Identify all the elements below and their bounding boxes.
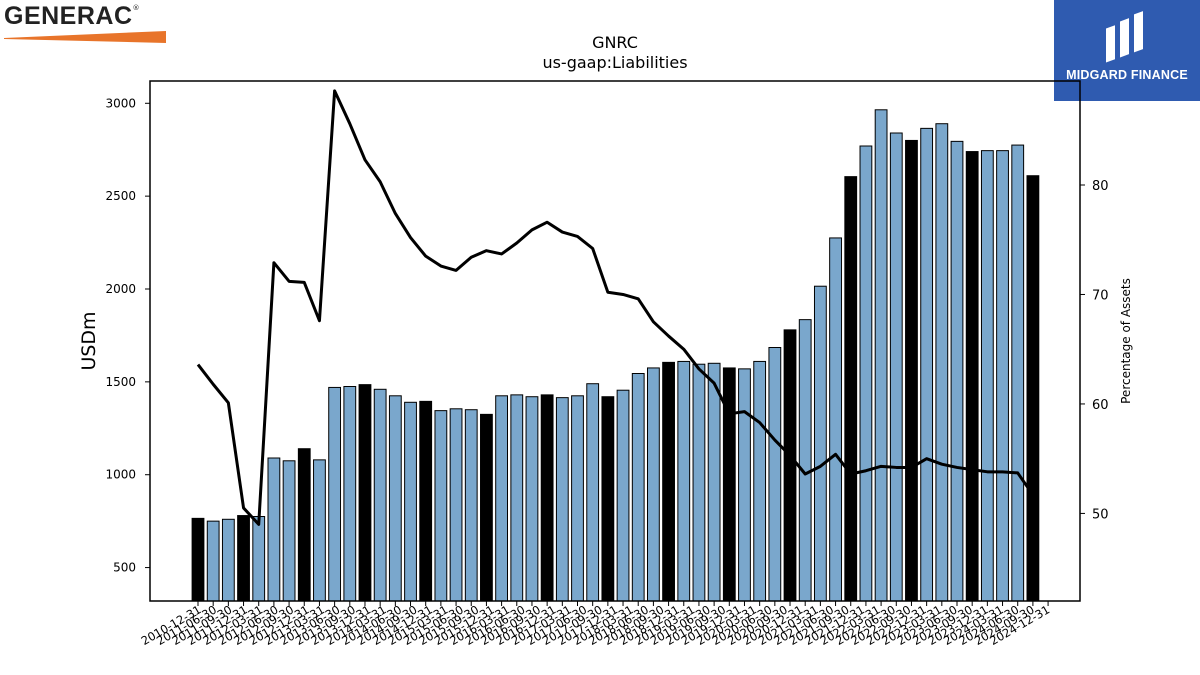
y-tick-label-2000: 2000 (105, 282, 136, 296)
bar-2017-09-30 (601, 396, 615, 602)
bar-2021-12-31 (859, 145, 873, 602)
bar-2012-03-31 (267, 457, 281, 602)
bar-2016-03-31 (510, 394, 524, 602)
bar-2013-09-30 (358, 384, 372, 602)
y2-tick-label-70: 70 (1092, 288, 1109, 303)
bar-2014-09-30 (419, 400, 433, 602)
chart-title: GNRC (592, 33, 638, 52)
bar-2018-03-31 (631, 373, 645, 602)
bar-2017-03-31 (571, 395, 584, 602)
bar-2011-12-31 (252, 516, 266, 602)
bar-2017-12-31 (616, 389, 630, 602)
bar-2012-12-31 (313, 459, 326, 602)
bar-2021-09-30 (844, 176, 858, 602)
bar-2021-06-30 (829, 237, 842, 602)
bar-2020-12-31 (798, 319, 812, 602)
bar-2016-12-31 (555, 397, 569, 602)
bar-2023-09-30 (965, 151, 979, 602)
bar-2023-06-30 (950, 140, 964, 602)
plot-frame (149, 80, 1081, 602)
bar-2014-03-31 (388, 395, 402, 602)
percentage-of-assets-line (196, 89, 1035, 526)
bar-2023-03-31 (935, 123, 949, 602)
bar-2022-03-31 (874, 109, 888, 602)
bar-2012-06-30 (282, 460, 296, 602)
bar-2014-06-30 (404, 401, 417, 602)
bar-2016-09-30 (540, 394, 554, 602)
y2-tick-label-80: 80 (1092, 179, 1109, 194)
chart-subtitle: us-gaap:Liabilities (542, 53, 687, 72)
line-series (196, 89, 1035, 526)
bar-2013-03-31 (328, 386, 342, 602)
y2-tick-label-50: 50 (1092, 507, 1109, 522)
bar-2013-12-31 (373, 388, 387, 602)
bar-2019-06-30 (707, 362, 721, 602)
bar-2015-03-31 (449, 408, 463, 602)
bar-2011-06-30 (221, 518, 235, 602)
bar-2011-03-31 (206, 520, 220, 602)
bar-2024-09-30 (1026, 175, 1040, 602)
bar-2015-12-31 (495, 395, 509, 602)
bar-2012-09-30 (297, 448, 311, 602)
bar-2019-03-31 (692, 363, 706, 602)
bar-2023-12-31 (980, 150, 994, 602)
y2-axis-label: Percentage of Assets (1119, 278, 1133, 404)
bar-2022-09-30 (905, 139, 918, 602)
bar-2018-09-30 (662, 361, 675, 602)
bar-2013-06-30 (343, 386, 357, 602)
y-tick-label-2500: 2500 (105, 189, 136, 203)
bar-2018-06-30 (647, 367, 660, 602)
bar-2021-03-31 (813, 285, 827, 602)
bar-2020-09-30 (783, 329, 797, 602)
bar-2016-06-30 (525, 396, 539, 602)
midgard-finance-logo-text: MIDGARD FINANCE (1066, 68, 1188, 82)
bar-2014-12-31 (434, 410, 448, 602)
bar-2020-03-31 (753, 360, 767, 602)
bar-series (191, 109, 1040, 602)
midgard-m-mark-icon (1106, 11, 1143, 63)
generac-logo: GENERAC® (4, 4, 174, 44)
bar-2011-09-30 (237, 515, 250, 602)
bar-2010-12-31 (191, 517, 205, 602)
bar-2024-06-30 (1011, 144, 1025, 602)
bar-2022-12-31 (920, 127, 934, 602)
y-axis-label: USDm (78, 311, 100, 370)
bar-2015-09-30 (480, 413, 493, 602)
y-tick-label-1500: 1500 (105, 375, 136, 389)
bar-2022-06-30 (889, 132, 903, 602)
axes: 50010001500200025003000506070802010-12-3… (105, 80, 1109, 648)
bar-2019-12-31 (738, 368, 751, 602)
bar-2024-03-31 (996, 150, 1009, 602)
bar-2018-12-31 (677, 360, 691, 602)
y-tick-label-500: 500 (113, 561, 136, 575)
generac-swoosh-icon (4, 31, 166, 43)
midgard-finance-logo: MIDGARD FINANCE (1054, 0, 1200, 101)
y2-tick-label-60: 60 (1092, 398, 1109, 413)
y-tick-label-3000: 3000 (105, 96, 136, 110)
bar-2017-06-30 (586, 383, 600, 602)
y-tick-label-1000: 1000 (105, 468, 136, 482)
bar-2020-06-30 (768, 347, 782, 602)
generac-registered-mark: ® (132, 4, 140, 12)
bar-2015-06-30 (464, 409, 478, 602)
generac-logo-text: GENERAC (4, 2, 133, 30)
